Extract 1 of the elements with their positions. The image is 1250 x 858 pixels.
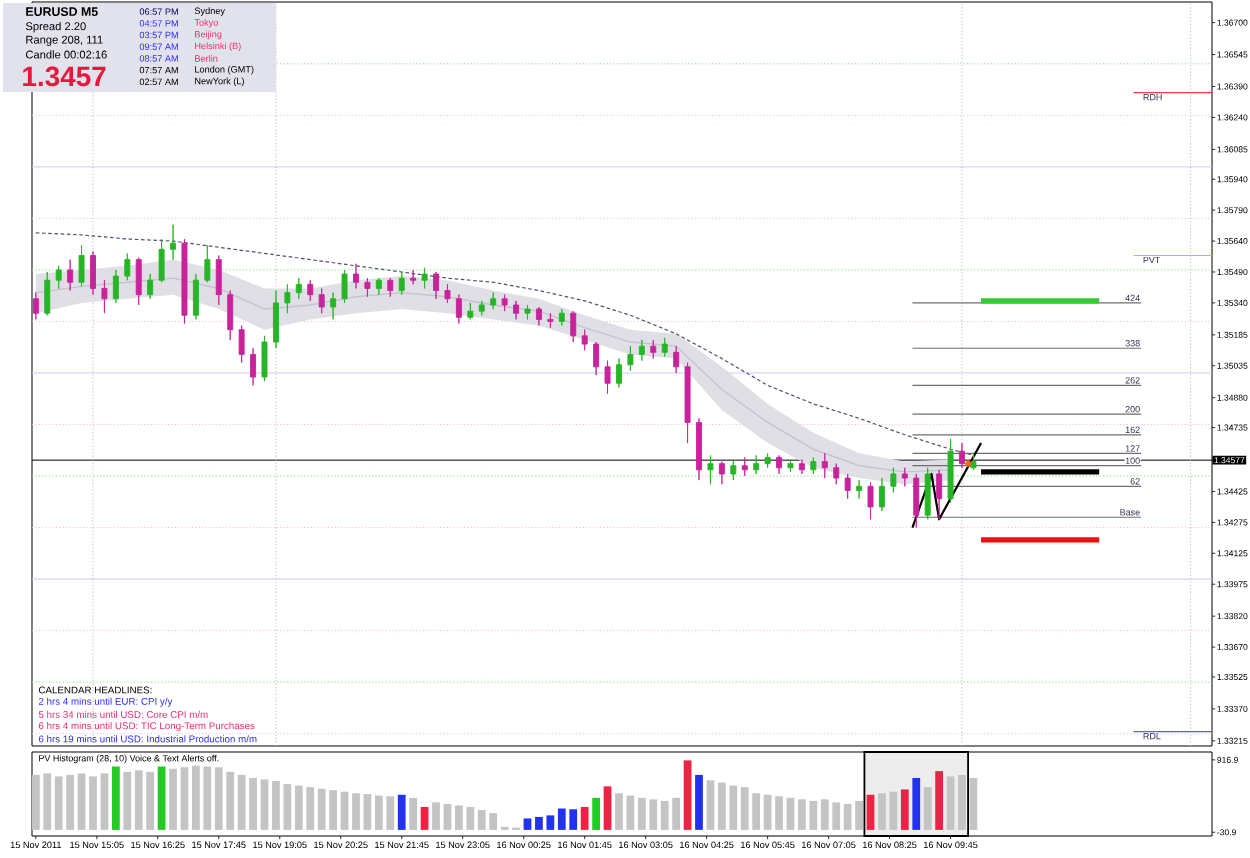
annotation: 1.3457 [23,66,106,87]
